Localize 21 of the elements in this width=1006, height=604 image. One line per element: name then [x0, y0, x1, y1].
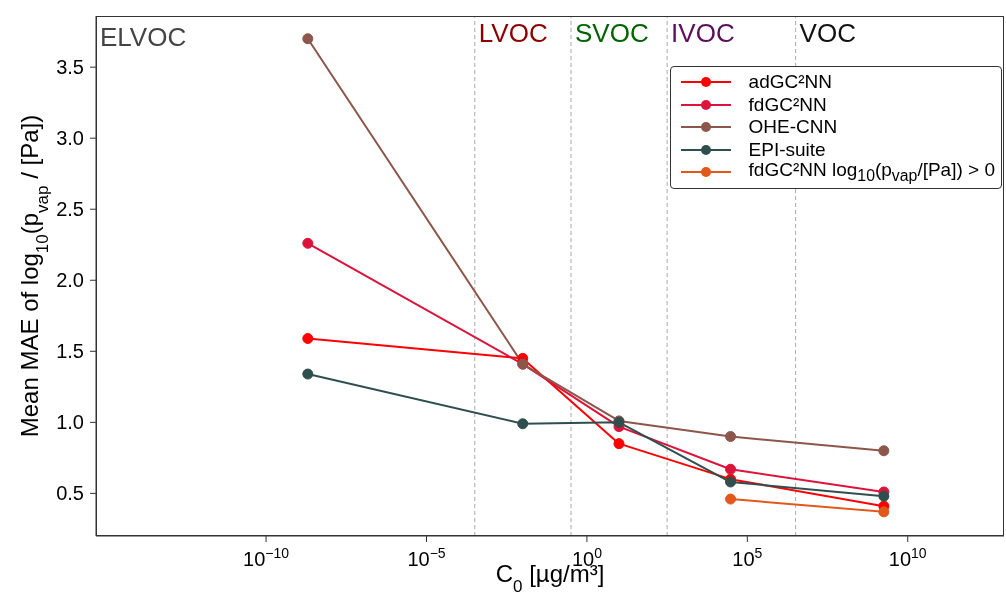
- annotation: IVOC: [671, 18, 735, 49]
- y-tick-label: 0.5: [56, 482, 84, 505]
- legend-label: EPI-suite: [748, 138, 826, 161]
- y-tick-label: 2.5: [56, 198, 84, 221]
- x-tick-label: 10$^{5}$: [732, 545, 763, 570]
- annotation: SVOC: [575, 18, 649, 49]
- y-tick-label: 2.0: [56, 269, 84, 292]
- legend-label: fdGC²NN: [748, 93, 827, 116]
- y-tick-label: 1.5: [56, 340, 84, 363]
- x-tick-label: 10$^{−10}$: [243, 545, 290, 570]
- x-tick-label: 10$^{10}$: [888, 545, 927, 570]
- legend-label: fdGC²NN log$_{10}$(p$_{vap}$/[Pa]) > 0: [748, 159, 995, 186]
- y-tick-label: 3.0: [56, 127, 84, 150]
- legend-label: OHE-CNN: [748, 116, 838, 139]
- annotation: VOC: [799, 18, 856, 49]
- legend-label: adGC²NN: [748, 71, 832, 94]
- annotation: ELVOC: [100, 22, 187, 52]
- y-tick-label: 1.0: [56, 411, 84, 434]
- y-tick-label: 3.5: [56, 56, 84, 79]
- x-tick-label: 10$^{−5}$: [407, 545, 446, 570]
- annotation: LVOC: [478, 18, 548, 49]
